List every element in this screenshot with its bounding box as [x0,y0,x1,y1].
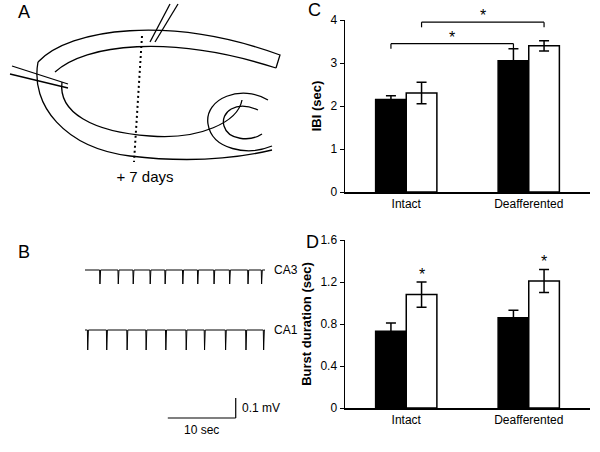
svg-text:*: * [419,266,425,283]
svg-text:0: 0 [330,401,337,415]
svg-text:Intact: Intact [392,197,422,211]
svg-text:B: B [18,242,30,262]
svg-text:IBI (sec): IBI (sec) [309,81,324,132]
svg-text:Deafferented: Deafferented [494,197,563,211]
svg-text:D: D [306,232,319,252]
svg-text:0.8: 0.8 [320,317,337,331]
svg-text:A: A [18,2,30,22]
svg-text:C: C [308,0,321,20]
svg-text:1.6: 1.6 [320,233,337,247]
svg-text:*: * [449,29,455,46]
svg-text:Burst duration (sec): Burst duration (sec) [299,262,314,386]
svg-text:*: * [480,7,486,24]
svg-text:3: 3 [330,56,337,70]
svg-text:0.1 mV: 0.1 mV [242,401,280,415]
svg-text:2: 2 [330,99,337,113]
svg-text:CA1: CA1 [274,323,298,337]
svg-text:*: * [541,253,547,270]
svg-text:4: 4 [330,13,337,27]
svg-text:10 sec: 10 sec [184,423,219,437]
svg-text:0.4: 0.4 [320,359,337,373]
svg-text:Deafferented: Deafferented [494,413,563,427]
svg-text:0: 0 [330,185,337,199]
svg-text:Intact: Intact [392,413,422,427]
svg-text:1.2: 1.2 [320,275,337,289]
svg-text:+ 7 days: + 7 days [116,168,173,185]
svg-text:CA3: CA3 [274,263,298,277]
svg-text:1: 1 [330,142,337,156]
